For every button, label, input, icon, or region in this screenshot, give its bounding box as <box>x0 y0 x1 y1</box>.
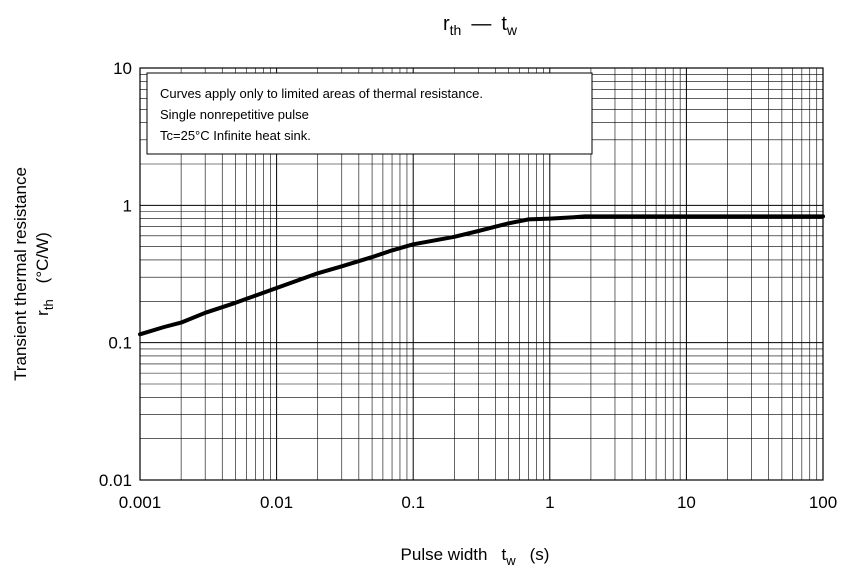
y-tick-label: 0.1 <box>108 334 132 353</box>
y-tick-label: 1 <box>123 196 132 215</box>
y-axis-symbol-sub: th <box>41 299 56 310</box>
x-axis-label: Pulse width tw (s) <box>401 545 550 568</box>
x-axis-text: Pulse width <box>401 545 488 564</box>
annotation-line-1: Curves apply only to limited areas of th… <box>160 86 483 101</box>
title-symbol2-sub: w <box>506 22 518 38</box>
y-axis-line1: Transient thermal resistance <box>11 167 30 381</box>
chart-title: rth — tw <box>443 13 518 38</box>
x-tick-label: 1 <box>545 493 554 512</box>
x-tick-label: 100 <box>809 493 837 512</box>
y-axis-line2: rth (°C/W) <box>33 232 56 316</box>
x-tick-label: 0.1 <box>401 493 425 512</box>
x-tick-label: 0.01 <box>260 493 293 512</box>
annotation-box: Curves apply only to limited areas of th… <box>146 72 593 155</box>
x-tick-label: 0.001 <box>119 493 162 512</box>
annotation-line-3: Tc=25°C Infinite heat sink. <box>160 128 311 143</box>
annotation-frame <box>146 72 593 155</box>
series-line <box>138 214 825 337</box>
x-tick-label: 10 <box>677 493 696 512</box>
x-tick-labels: 0.001 0.01 0.1 1 10 100 <box>119 493 837 512</box>
y-tick-labels: 0.01 0.1 1 10 <box>99 59 132 490</box>
title-symbol: r <box>443 13 450 35</box>
x-axis-symbol: t <box>501 545 506 564</box>
title-symbol-sub: th <box>450 22 462 38</box>
title-symbol2: t <box>501 13 507 35</box>
y-axis-symbol: r <box>33 310 52 316</box>
x-axis-symbol-sub: w <box>505 553 516 568</box>
y-axis-label: Transient thermal resistance rth (°C/W) <box>11 167 56 381</box>
y-axis-unit: (°C/W) <box>33 232 52 283</box>
title-dash: — <box>471 13 491 35</box>
plot-frame <box>139 67 824 481</box>
x-axis-unit: (s) <box>530 545 550 564</box>
annotation-line-2: Single nonrepetitive pulse <box>160 107 309 122</box>
y-tick-label: 10 <box>113 59 132 78</box>
y-tick-label: 0.01 <box>99 471 132 490</box>
